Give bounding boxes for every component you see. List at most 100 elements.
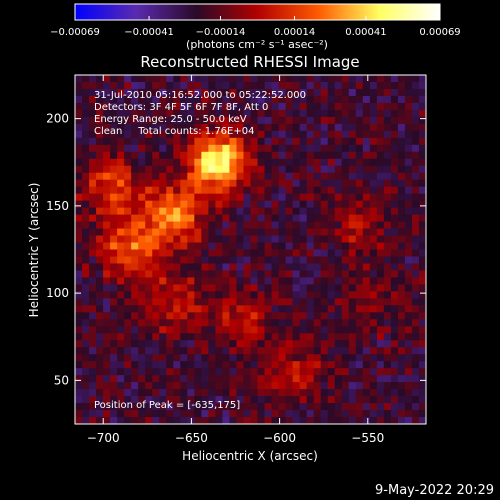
heatmap-cell (250, 375, 258, 383)
heatmap-cell (369, 137, 378, 146)
heatmap-cell (397, 235, 406, 243)
heatmap-cell (383, 235, 392, 243)
heatmap-cell (152, 333, 160, 341)
heatmap-cell (152, 242, 160, 250)
heatmap-cell (327, 172, 336, 181)
heatmap-cell (138, 242, 146, 250)
heatmap-cell (320, 305, 329, 313)
heatmap-cell (397, 179, 406, 188)
heatmap-cell (418, 116, 427, 125)
heatmap-cell (334, 382, 343, 390)
heatmap-cell (215, 75, 223, 83)
heatmap-cell (124, 214, 132, 222)
heatmap-cell (96, 151, 104, 160)
heatmap-cell (292, 340, 301, 348)
heatmap-cell (313, 75, 322, 83)
heatmap-cell (229, 256, 237, 264)
heatmap-cell (215, 81, 223, 90)
heatmap-cell (159, 109, 167, 118)
heatmap-cell (278, 347, 286, 355)
heatmap-cell (138, 368, 146, 376)
heatmap-cell (117, 207, 125, 215)
heatmap-cell (404, 75, 413, 83)
heatmap-cell (320, 102, 329, 111)
heatmap-cell (271, 326, 279, 334)
heatmap-cell (173, 298, 181, 306)
heatmap-cell (278, 277, 286, 285)
heatmap-cell (362, 200, 371, 209)
heatmap-cell (124, 403, 132, 411)
heatmap-cell (96, 137, 104, 146)
heatmap-cell (355, 221, 364, 229)
heatmap-cell (201, 242, 209, 250)
heatmap-cell (110, 263, 118, 271)
heatmap-cell (208, 410, 216, 418)
heatmap-cell (383, 75, 392, 83)
heatmap-cell (320, 109, 329, 118)
heatmap-cell (96, 235, 104, 243)
heatmap-cell (264, 75, 272, 83)
heatmap-cell (75, 207, 83, 215)
heatmap-cell (229, 130, 237, 139)
heatmap-cell (152, 298, 160, 306)
heatmap-cell (397, 165, 406, 174)
heatmap-cell (369, 200, 378, 209)
heatmap-cell (257, 270, 265, 278)
heatmap-cell (236, 375, 244, 383)
heatmap-cell (166, 333, 174, 341)
heatmap-cell (278, 340, 286, 348)
heatmap-cell (341, 389, 350, 397)
heatmap-cell (383, 186, 392, 195)
heatmap-cell (334, 403, 343, 411)
heatmap-cell (229, 354, 237, 362)
heatmap-cell (250, 116, 258, 125)
heatmap-cell (236, 368, 244, 376)
heatmap-cell (278, 235, 286, 243)
heatmap-cell (264, 186, 272, 195)
heatmap-cell (173, 368, 181, 376)
heatmap-cell (222, 263, 230, 271)
heatmap-cell (390, 382, 399, 390)
heatmap-cell (145, 340, 153, 348)
heatmap-cell (208, 207, 216, 215)
heatmap-cell (243, 165, 251, 174)
heatmap-cell (348, 235, 357, 243)
heatmap-cell (306, 158, 315, 167)
heatmap-cell (285, 130, 294, 139)
heatmap-cell (341, 116, 350, 125)
heatmap-cell (187, 368, 195, 376)
heatmap-cell (124, 277, 132, 285)
heatmap-cell (313, 375, 322, 383)
heatmap-cell (173, 81, 181, 90)
heatmap-cell (152, 207, 160, 215)
heatmap-cell (208, 375, 216, 383)
heatmap-cell (166, 144, 174, 153)
heatmap-cell (362, 235, 371, 243)
heatmap-cell (180, 382, 188, 390)
heatmap-cell (152, 75, 160, 83)
heatmap-cell (264, 361, 272, 369)
heatmap-cell (187, 123, 195, 132)
heatmap-cell (152, 403, 160, 411)
heatmap-cell (82, 109, 90, 118)
heatmap-cell (299, 228, 308, 236)
heatmap-cell (264, 109, 272, 118)
heatmap-cell (404, 410, 413, 418)
heatmap-cell (152, 95, 160, 104)
heatmap-cell (131, 109, 139, 118)
heatmap-cell (173, 130, 181, 139)
heatmap-cell (278, 389, 286, 397)
heatmap-cell (173, 158, 181, 167)
heatmap-cell (250, 123, 258, 132)
heatmap-cell (103, 221, 111, 229)
heatmap-cell (215, 102, 223, 111)
heatmap-cell (236, 305, 244, 313)
heatmap-cell (152, 235, 160, 243)
heatmap-cell (180, 298, 188, 306)
heatmap-cell (82, 165, 90, 174)
heatmap-cell (194, 123, 202, 132)
heatmap-cell (103, 95, 111, 104)
heatmap-cell (110, 109, 118, 118)
heatmap-cell (397, 144, 406, 153)
heatmap-cell (299, 319, 308, 327)
